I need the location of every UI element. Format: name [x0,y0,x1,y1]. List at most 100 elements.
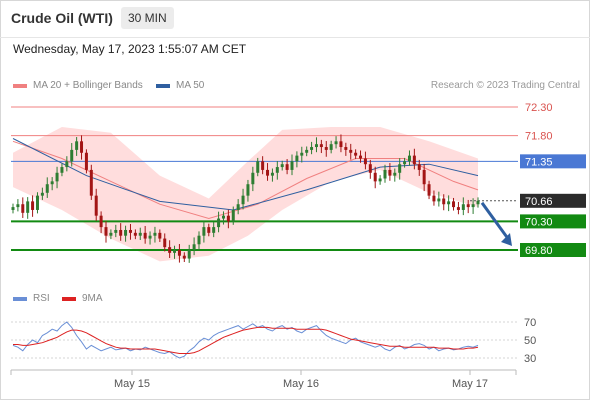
level-box-71.35 [520,154,586,169]
candle-body [285,164,289,170]
projection-arrow-head [501,233,512,246]
timestamp-label: Wednesday, May 17, 2023 1:55:07 AM CET [13,42,247,56]
rsi-9ma-line [13,326,479,354]
candle-body [334,141,338,145]
candle-body [11,207,15,210]
candle-body [359,155,363,159]
candle-body [246,184,250,196]
candle-body [45,184,49,193]
candle-body [339,141,343,148]
level-label-69.80: 69.80 [525,245,553,257]
legend-ma20: MA 20 + Bollinger Bands [13,80,143,91]
candle-body [89,169,93,196]
legend-rsi-swatch [13,296,27,301]
candle-body [280,164,284,168]
candle-body [163,238,167,248]
candle-body [295,155,299,162]
candle-body [349,149,353,153]
x-tick-label: May 17 [452,378,488,390]
instrument-title: Crude Oil (WTI) [11,10,113,26]
candle-body [422,169,426,185]
candle-body [354,152,358,156]
candle-body [275,167,279,173]
ma50-line [12,138,479,211]
candle-body [192,244,196,250]
candle-body [290,161,294,170]
candle-body [50,181,54,185]
copyright-text: Research © 2023 Trading Central [430,80,580,91]
candle-body [344,147,348,150]
rsi-tick-70: 70 [524,317,536,329]
x-tick-label: May 16 [283,378,319,390]
candle-body [143,232,147,239]
legend-ma50-swatch [156,83,170,88]
candle-body [270,172,274,176]
candle-body [212,227,216,233]
x-tick-label: May 15 [114,378,150,390]
candle-body [403,161,407,165]
candle-body [65,161,69,168]
candle-body [226,215,230,222]
legend-9ma: 9MA [62,293,103,304]
candle-body [368,164,372,173]
candle-body [241,195,245,205]
candle-body [373,172,377,182]
candle-body [427,184,431,196]
candle-body [231,209,235,222]
candle-body [471,204,475,208]
legend-rsi-label: RSI [33,293,50,304]
candle-body [217,218,221,228]
candle-body [461,204,465,210]
level-box-69.80 [520,243,586,257]
candle-body [84,152,88,170]
candle-body [75,141,79,150]
candle-body [432,195,436,202]
candle-body [187,250,191,259]
candle-body [168,247,172,253]
candle-body [251,172,255,185]
projection-arrow-shaft [480,201,511,241]
candle-body [55,172,59,182]
candle-body [177,250,181,256]
candle-body [70,149,74,162]
candle-body [133,232,137,236]
level-label-70.30: 70.30 [525,216,553,228]
candle-body [256,161,260,173]
candle-body [119,229,123,236]
candle-body [398,164,402,173]
candle-body [442,198,446,205]
level-label-71.80: 71.80 [525,131,553,143]
header-divider [0,37,590,38]
candle-body [35,195,39,210]
candle-body [407,155,411,162]
candle-body [128,229,132,233]
last-price-box [520,193,586,208]
candle-body [182,255,186,259]
candle-body [417,164,421,170]
candle-body [197,235,201,245]
candle-body [310,147,314,150]
ma20-line [12,140,479,220]
legend-9ma-swatch [62,296,76,301]
candle-body [80,141,84,153]
candle-body [300,152,304,156]
rsi-tick-50: 50 [524,335,536,347]
candle-body [236,204,240,210]
timeframe-badge[interactable]: 30 MIN [121,7,174,29]
candle-body [99,215,103,228]
legend-9ma-label: 9MA [82,293,103,304]
candle-body [266,169,270,176]
candle-body [305,149,309,153]
candle-body [21,204,25,213]
legend-ma50-label: MA 50 [176,80,205,91]
candle-body [173,250,177,253]
candle-body [437,198,441,202]
candle-body [138,232,142,236]
last-price-label: 70.66 [525,196,553,208]
candle-body [104,227,108,236]
rsi-tick-30: 30 [524,353,536,365]
candle-body [447,201,451,205]
candle-body [153,232,157,236]
candle-body [16,204,20,208]
